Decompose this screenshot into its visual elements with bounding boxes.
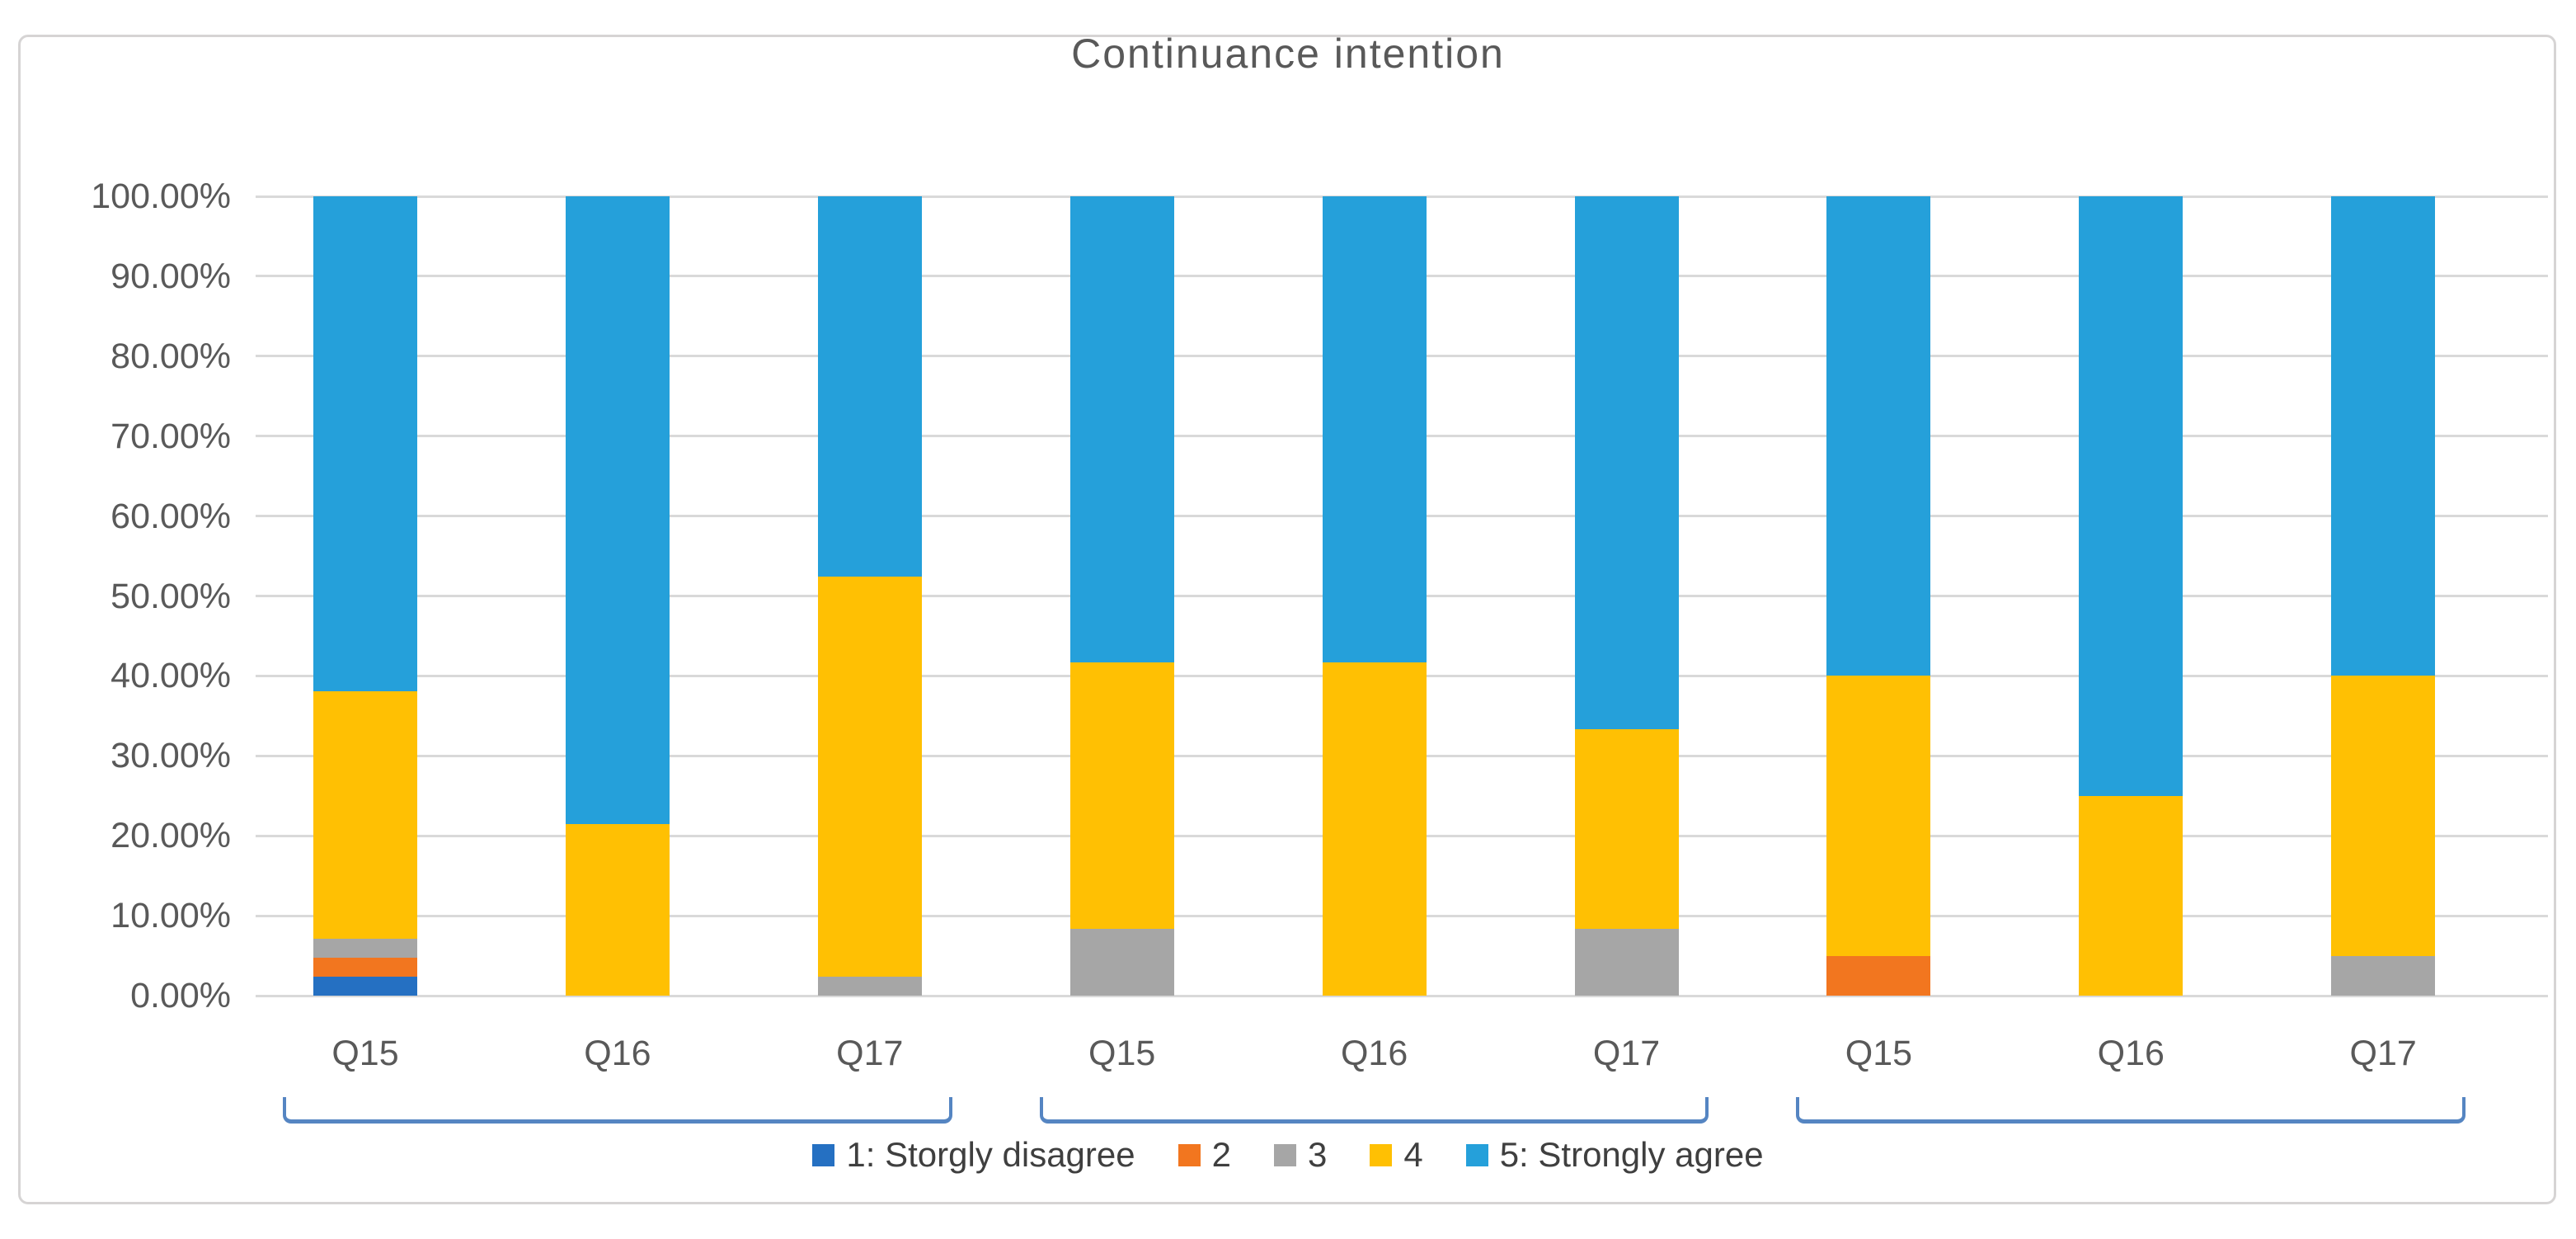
stacked-bar (565, 196, 670, 996)
y-tick-label: 50.00% (110, 576, 231, 616)
x-tick-label: Q15 (1845, 1034, 1913, 1073)
stacked-bar (313, 196, 417, 996)
legend-item: 3 (1273, 1135, 1328, 1175)
x-tick-label: Q16 (584, 1034, 651, 1073)
x-tick-label: Q17 (2349, 1034, 2417, 1073)
bar-segment (313, 938, 417, 958)
group-bracket (1796, 1097, 2466, 1124)
figure-border (18, 35, 2556, 1204)
plot-area (256, 195, 2548, 997)
legend-item: 5: Strongly agree (1465, 1135, 1764, 1175)
y-tick-label: 0.00% (130, 976, 231, 1015)
group-bracket (283, 1097, 952, 1124)
legend-swatch-icon (1370, 1143, 1393, 1166)
gridline (256, 994, 2548, 997)
bar-segment (1069, 929, 1174, 996)
x-tick-label: Q16 (1340, 1034, 1408, 1073)
stacked-bar (1826, 196, 1931, 996)
bar-segment (1574, 929, 1679, 996)
legend-swatch-icon (812, 1143, 835, 1166)
bar-segment (1826, 196, 1931, 676)
legend-label: 4 (1403, 1135, 1423, 1174)
x-tick-label: Q15 (331, 1034, 399, 1073)
bar-segment (313, 957, 417, 977)
bar-segment (313, 976, 417, 996)
bar-segment (817, 196, 922, 577)
y-tick-label: 70.00% (110, 416, 231, 456)
bar-segment (1826, 676, 1931, 956)
bar-segment (2079, 196, 2183, 796)
legend-label: 3 (1307, 1135, 1328, 1174)
gridline (256, 195, 2548, 198)
group-bracket (1039, 1097, 1709, 1124)
y-tick-label: 10.00% (110, 896, 231, 936)
bar-segment (313, 690, 417, 939)
legend-label: 2 (1211, 1135, 1231, 1174)
y-tick-label: 100.00% (91, 177, 231, 216)
bar-segment (565, 196, 670, 825)
bar-segment (1574, 729, 1679, 930)
stacked-bar (2331, 196, 2436, 996)
bar-segment (1322, 662, 1427, 996)
y-tick-label: 30.00% (110, 736, 231, 776)
chart-title: Continuance intention (1071, 31, 1505, 77)
stacked-bar (2079, 196, 2183, 996)
legend-label: 5: Strongly agree (1499, 1135, 1764, 1174)
bar-segment (1574, 196, 1679, 730)
stacked-bar (1069, 196, 1174, 996)
bar-segment (2331, 196, 2436, 676)
y-tick-label: 80.00% (110, 336, 231, 376)
y-tick-label: 20.00% (110, 816, 231, 856)
bar-segment (1069, 196, 1174, 663)
bar-segment (2079, 795, 2183, 996)
stacked-bar (817, 196, 922, 996)
legend-swatch-icon (1273, 1143, 1296, 1166)
legend-item: 4 (1370, 1135, 1423, 1175)
y-tick-label: 60.00% (110, 496, 231, 536)
bar-segment (817, 976, 922, 996)
bar-segment (1826, 955, 1931, 996)
x-tick-label: Q17 (836, 1034, 904, 1073)
bar-segment (2331, 955, 2436, 996)
y-tick-label: 90.00% (110, 256, 231, 296)
x-tick-label: Q15 (1088, 1034, 1156, 1073)
legend-swatch-icon (1465, 1143, 1488, 1166)
stacked-bar (1322, 196, 1427, 996)
legend: 1: Storgly disagree 2 3 4 5: Strongly agree (0, 1135, 2576, 1175)
bar-segment (565, 824, 670, 996)
legend-item: 1: Storgly disagree (812, 1135, 1135, 1175)
x-tick-label: Q17 (1592, 1034, 1661, 1073)
bar-segment (817, 577, 922, 977)
bar-segment (1069, 662, 1174, 930)
bar-segment (1322, 196, 1427, 663)
legend-item: 2 (1178, 1135, 1231, 1175)
legend-label: 1: Storgly disagree (846, 1135, 1135, 1174)
y-tick-label: 40.00% (110, 656, 231, 696)
bar-segment (313, 196, 417, 691)
stacked-bar (1574, 196, 1679, 996)
bar-segment (2331, 676, 2436, 956)
legend-swatch-icon (1178, 1143, 1201, 1166)
x-tick-label: Q16 (2097, 1034, 2165, 1073)
